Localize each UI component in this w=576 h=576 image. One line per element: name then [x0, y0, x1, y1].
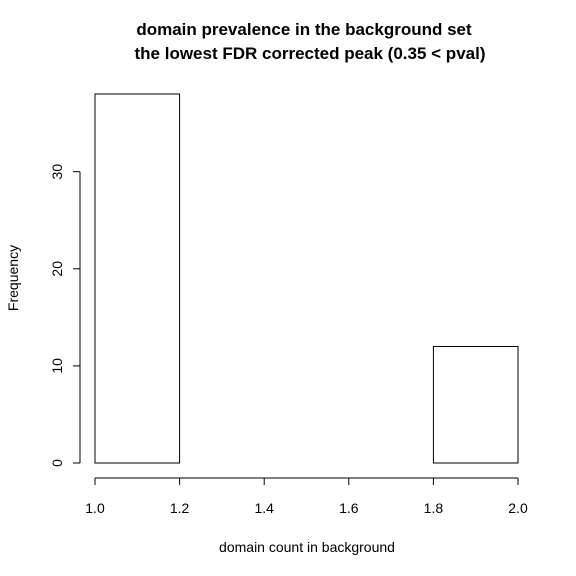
y-tick-label: 10: [49, 358, 65, 374]
x-axis-label: domain count in background: [219, 539, 395, 555]
chart-title-line-1: domain prevalence in the background set: [136, 20, 472, 39]
histogram-bars: [94, 93, 519, 464]
histogram-bar-5: [432, 345, 519, 464]
y-axis: 0 10 20 30: [49, 164, 81, 467]
x-tick-label: 1.2: [170, 500, 190, 516]
x-axis: 1.0 1.2 1.4 1.6 1.8 2.0: [85, 477, 528, 516]
x-tick-label: 1.6: [339, 500, 359, 516]
y-tick-label: 20: [49, 261, 65, 277]
chart-title-line-2: the lowest FDR corrected peak (0.35 < pv…: [135, 44, 486, 63]
x-tick-label: 1.8: [424, 500, 444, 516]
x-tick-label: 2.0: [508, 500, 528, 516]
y-tick-label: 30: [49, 164, 65, 180]
y-tick-label: 0: [49, 459, 65, 467]
x-tick-label: 1.0: [85, 500, 105, 516]
histogram-bar-1: [94, 93, 181, 464]
x-tick-label: 1.4: [254, 500, 274, 516]
y-axis-label: Frequency: [5, 245, 21, 311]
